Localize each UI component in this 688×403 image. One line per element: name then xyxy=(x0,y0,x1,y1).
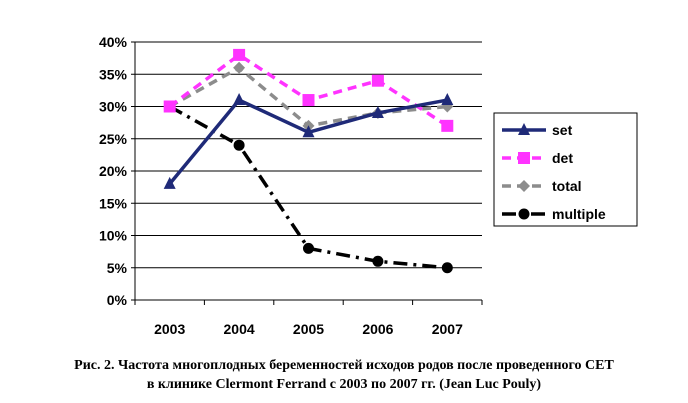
data-point-set xyxy=(302,125,315,138)
legend-box xyxy=(493,112,638,227)
x-tick-label: 2003 xyxy=(154,321,185,337)
x-tick-label: 2007 xyxy=(432,321,463,337)
data-point-det xyxy=(441,119,454,132)
grid-lines xyxy=(135,41,482,301)
legend-label-det: det xyxy=(552,150,573,166)
data-point-multiple xyxy=(372,255,384,267)
data-point-multiple xyxy=(441,262,453,274)
x-tick-label: 2005 xyxy=(293,321,324,337)
legend-label-multiple: multiple xyxy=(552,206,606,222)
data-point-set xyxy=(371,105,384,118)
legend-marker-det xyxy=(518,152,530,164)
legend-label-set: set xyxy=(552,122,573,138)
x-tick-label: 2004 xyxy=(224,321,255,337)
y-tick-label: 35% xyxy=(99,66,128,82)
legend-marker-multiple xyxy=(518,208,530,220)
data-point-det xyxy=(163,100,176,113)
series-lines xyxy=(163,48,454,274)
data-point-total xyxy=(233,61,246,74)
figure-caption-line-2: в клинике Clermont Ferrand с 2003 по 200… xyxy=(146,377,542,392)
y-tick-label: 0% xyxy=(107,292,128,308)
y-tick-label: 10% xyxy=(99,228,128,244)
legend-marker-total xyxy=(518,180,530,192)
data-point-det xyxy=(302,94,315,107)
data-point-set xyxy=(233,93,246,106)
y-tick-label: 5% xyxy=(107,260,128,276)
y-tick-label: 30% xyxy=(99,99,128,115)
data-point-set xyxy=(441,93,454,106)
data-point-det xyxy=(371,74,384,87)
data-point-multiple xyxy=(303,242,314,254)
data-point-set xyxy=(163,176,176,189)
figure-caption-line-1: Рис. 2. Частота многоплодных беременност… xyxy=(74,358,614,373)
legend-label-total: total xyxy=(552,178,582,194)
series-line-det xyxy=(168,53,449,128)
legend-marker-set xyxy=(518,123,530,135)
y-tick-label: 25% xyxy=(99,131,128,147)
y-tick-label: 40% xyxy=(99,34,128,50)
x-tick-label: 2006 xyxy=(362,321,393,337)
y-tick-label: 15% xyxy=(99,195,128,211)
data-point-det xyxy=(233,48,246,61)
axes: 0% 5% 10% 15% 20% 25% 30% 35% 40% 2003 2004 2005 200… xyxy=(99,34,483,337)
legend: set det total multiple xyxy=(493,112,638,227)
data-point-multiple xyxy=(233,139,245,151)
y-tick-label: 20% xyxy=(99,163,128,179)
